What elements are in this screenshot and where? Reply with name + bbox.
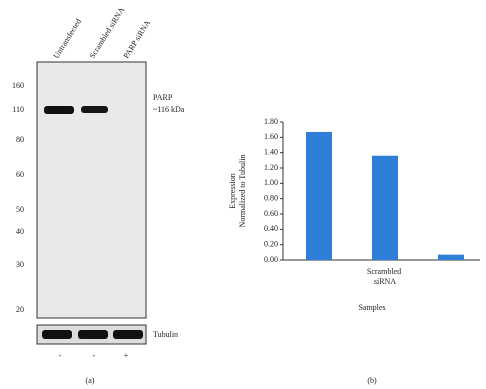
marker-label: 160	[12, 81, 24, 90]
caption: (b)	[367, 376, 377, 385]
treatment-label: -	[93, 351, 96, 360]
lane-label: PARP siRNA	[122, 18, 153, 60]
y-tick-label: 1.20	[264, 163, 278, 172]
y-tick-label: 0.00	[264, 255, 278, 264]
tubulin-band	[113, 330, 143, 339]
marker-label: 80	[16, 135, 24, 144]
marker-label: 50	[16, 205, 24, 214]
y-axis-title: Expression	[228, 173, 237, 209]
x-tick-label: Scrambled siRNA	[367, 267, 403, 286]
y-tick-label: 0.80	[264, 193, 278, 202]
marker-label: 40	[16, 227, 24, 236]
x-axis-title: Samples	[358, 303, 385, 312]
bar	[306, 132, 332, 260]
marker-label: 20	[16, 305, 24, 314]
lane-label: Untransfected	[52, 17, 83, 60]
y-tick-label: 1.80	[264, 117, 278, 126]
parp-band	[44, 106, 74, 114]
marker-label: 110	[12, 105, 24, 114]
caption: (a)	[86, 376, 95, 385]
parp-band	[81, 106, 108, 113]
y-tick-label: 0.60	[264, 209, 278, 218]
loading-label: Tubulin	[153, 330, 178, 339]
y-tick-label: 0.20	[264, 239, 278, 248]
y-tick-label: 1.40	[264, 147, 278, 156]
y-tick-label: 1.60	[264, 132, 278, 141]
y-tick-label: 1.00	[264, 178, 278, 187]
tubulin-band	[42, 330, 72, 339]
y-axis-title: Normalized to Tubulin	[238, 155, 247, 228]
marker-label: 30	[16, 260, 24, 269]
treatment-label: -	[59, 351, 62, 360]
marker-label: 60	[16, 170, 24, 179]
y-tick-label: 0.40	[264, 224, 278, 233]
blot-membrane	[37, 62, 146, 318]
bar	[372, 156, 398, 260]
tubulin-band	[78, 330, 108, 339]
band-label: PARP	[153, 93, 173, 102]
band-size: ~116 kDa	[153, 105, 185, 114]
treatment-label: +	[124, 351, 129, 360]
figure: PARP ~116 kDa Tubulin (a) (b) Samples Un…	[0, 0, 486, 389]
bar	[438, 255, 464, 260]
lane-label: Scrambled siRNA	[88, 6, 127, 61]
